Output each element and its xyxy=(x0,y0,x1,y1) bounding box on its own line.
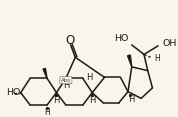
Text: HO: HO xyxy=(6,88,20,97)
Text: O: O xyxy=(65,34,74,47)
Text: Ḣ: Ḣ xyxy=(64,81,70,90)
Text: H: H xyxy=(87,73,93,82)
Text: Ḣ: Ḣ xyxy=(129,95,135,104)
Text: Abs: Abs xyxy=(61,78,71,83)
Text: OH: OH xyxy=(163,39,177,48)
Polygon shape xyxy=(128,55,132,67)
Text: HO: HO xyxy=(115,34,129,43)
Text: Ḣ: Ḣ xyxy=(44,108,50,117)
Text: H: H xyxy=(154,54,160,63)
Text: Ḣ: Ḣ xyxy=(53,96,60,105)
Polygon shape xyxy=(43,68,47,78)
Text: Ḣ: Ḣ xyxy=(89,96,95,105)
